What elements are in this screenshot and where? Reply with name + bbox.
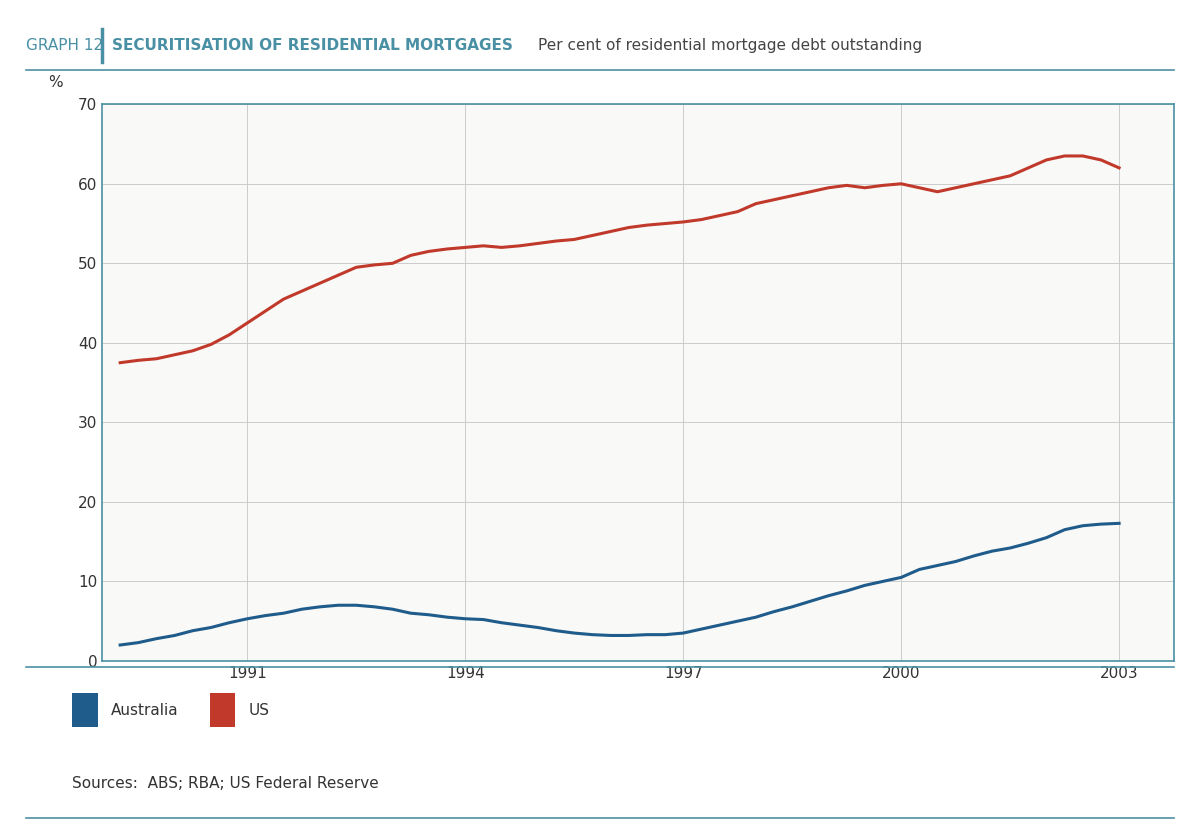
Text: Australia: Australia [112,703,179,718]
Text: %: % [48,76,64,90]
Text: GRAPH 12: GRAPH 12 [26,38,103,53]
Text: US: US [248,703,270,718]
Text: SECURITISATION OF RESIDENTIAL MORTGAGES: SECURITISATION OF RESIDENTIAL MORTGAGES [112,38,512,53]
Text: Per cent of residential mortgage debt outstanding: Per cent of residential mortgage debt ou… [538,38,922,53]
Text: Sources:  ABS; RBA; US Federal Reserve: Sources: ABS; RBA; US Federal Reserve [72,776,379,791]
Bar [72,694,97,727]
Bar [210,694,235,727]
